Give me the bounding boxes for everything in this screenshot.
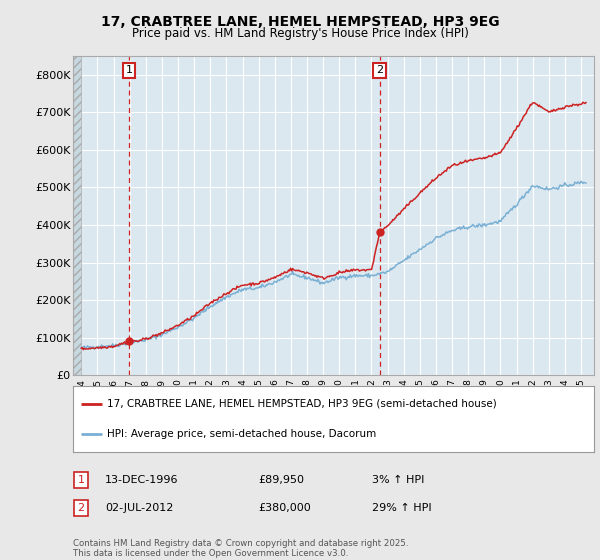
Text: 2: 2 — [77, 503, 85, 513]
Text: 17, CRABTREE LANE, HEMEL HEMPSTEAD, HP3 9EG (semi-detached house): 17, CRABTREE LANE, HEMEL HEMPSTEAD, HP3 … — [107, 399, 497, 409]
Text: 17, CRABTREE LANE, HEMEL HEMPSTEAD, HP3 9EG: 17, CRABTREE LANE, HEMEL HEMPSTEAD, HP3 … — [101, 15, 499, 29]
Text: Price paid vs. HM Land Registry's House Price Index (HPI): Price paid vs. HM Land Registry's House … — [131, 27, 469, 40]
Text: 1: 1 — [77, 475, 85, 485]
Text: 13-DEC-1996: 13-DEC-1996 — [105, 475, 179, 485]
Text: HPI: Average price, semi-detached house, Dacorum: HPI: Average price, semi-detached house,… — [107, 429, 376, 439]
Text: £380,000: £380,000 — [258, 503, 311, 513]
Text: 1: 1 — [125, 66, 133, 76]
Text: 29% ↑ HPI: 29% ↑ HPI — [372, 503, 431, 513]
Text: £89,950: £89,950 — [258, 475, 304, 485]
Text: Contains HM Land Registry data © Crown copyright and database right 2025.
This d: Contains HM Land Registry data © Crown c… — [73, 539, 409, 558]
Text: 02-JUL-2012: 02-JUL-2012 — [105, 503, 173, 513]
Text: 2: 2 — [376, 66, 383, 76]
Text: 3% ↑ HPI: 3% ↑ HPI — [372, 475, 424, 485]
